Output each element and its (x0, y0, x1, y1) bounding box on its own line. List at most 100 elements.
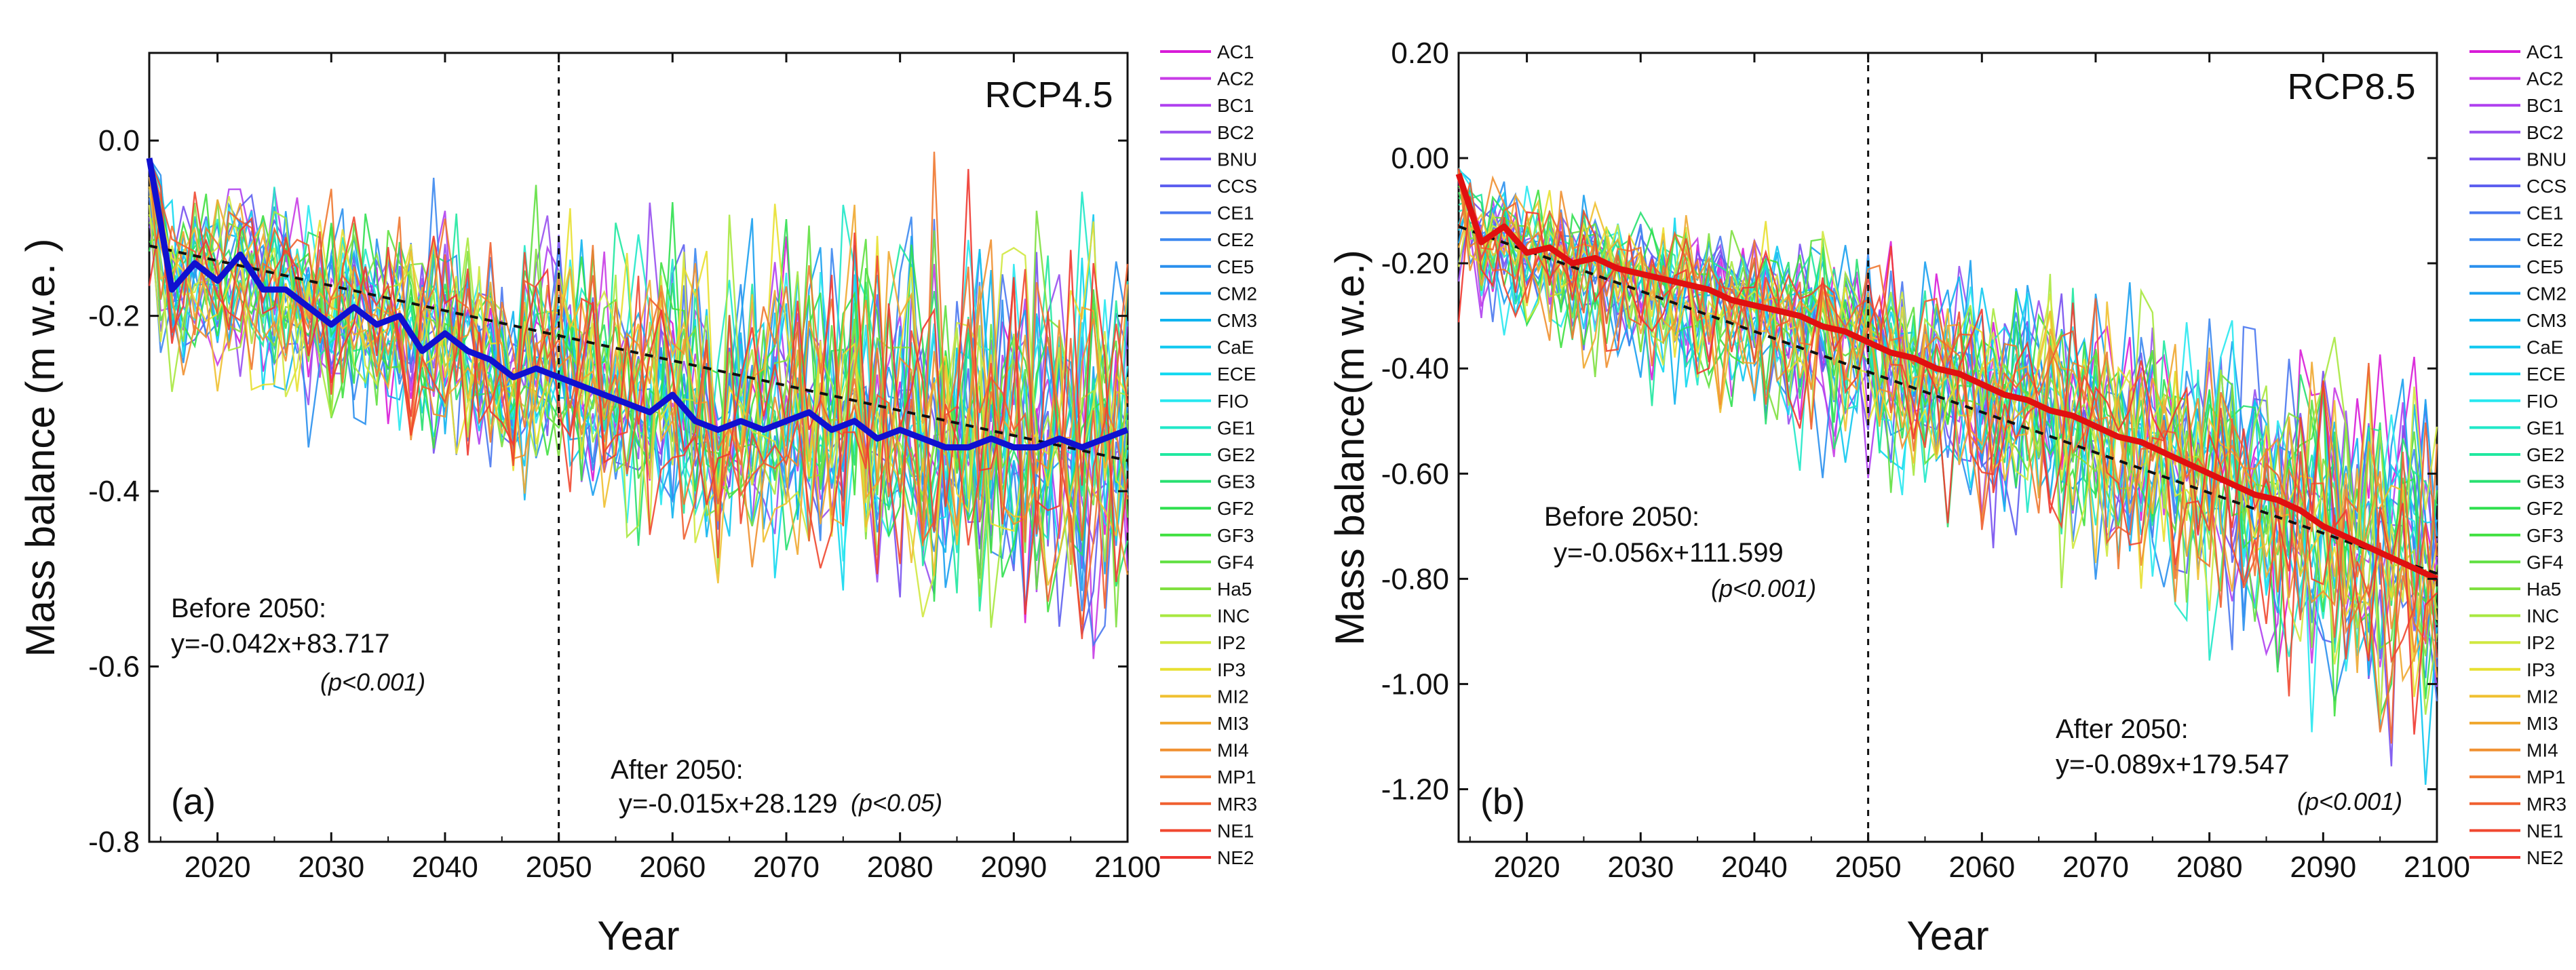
legend-label-gf3: GF3 (1217, 525, 1254, 546)
legend-label-gf4: GF4 (1217, 551, 1254, 573)
legend-label-mp1: MP1 (1217, 767, 1256, 788)
legend-label-ccs: CCS (1217, 176, 1257, 197)
legend-label-ccs: CCS (2526, 176, 2567, 197)
y-tick-label: -0.2 (88, 300, 140, 333)
legend-label-ne1: NE1 (1217, 820, 1254, 841)
legend-label-ac2: AC2 (2526, 69, 2563, 90)
legend-label-cae: CaE (1217, 337, 1254, 358)
legend-label-cm2: CM2 (1217, 283, 1257, 304)
model-series-ne1 (1457, 168, 2438, 697)
model-series-ge1 (148, 157, 1129, 554)
model-series-mi2 (1457, 171, 2438, 662)
legend-label-mi2: MI2 (2526, 686, 2558, 707)
legend-label-cm3: CM3 (1217, 310, 1257, 331)
x-tick-label: 2020 (185, 851, 251, 884)
legend-label-mi2: MI2 (1217, 686, 1249, 707)
legend-label-bnu: BNU (1217, 149, 1257, 170)
legend-label-ac2: AC2 (1217, 69, 1254, 90)
legend-label-ge3: GE3 (1217, 471, 1255, 492)
model-series-fio (148, 157, 1129, 562)
legend-label-cm2: CM2 (2526, 283, 2567, 304)
panel-b-legend: AC1 AC2 BC1 BC2 BNU CCS CE1 CE2 CE5 CM2 CM3 CaE ECE F… (2469, 41, 2567, 868)
legend-label-mi4: MI4 (1217, 740, 1249, 761)
legend-label-bnu: BNU (2526, 149, 2567, 170)
model-series-mi4 (1457, 170, 2438, 678)
legend-label-ce1: CE1 (2526, 203, 2563, 224)
legend-label-gf4: GF4 (2526, 551, 2563, 573)
legend-label-mr3: MR3 (2526, 794, 2567, 815)
panel-a-y-axis-label: Mass balance (m w.e. ) (18, 239, 63, 657)
y-tick-label: -0.20 (1381, 247, 1449, 280)
legend-label-fio: FIO (1217, 391, 1249, 412)
x-tick-label: 2080 (2176, 851, 2243, 884)
legend-label-gf3: GF3 (2526, 525, 2563, 546)
x-tick-label: 2090 (2290, 851, 2356, 884)
legend-label-fio: FIO (2526, 391, 2558, 412)
legend-label-inc: INC (2526, 606, 2559, 627)
legend-label-bc2: BC2 (1217, 122, 1254, 143)
x-tick-label: 2050 (1835, 851, 1902, 884)
panel-b: 2020 2030 2040 2050 2060 2070 2080 2090 2100 0.2… (1327, 37, 2470, 958)
panel-b-after-pvalue: (p<0.001) (2297, 788, 2402, 815)
legend-label-ne2: NE2 (1217, 847, 1254, 868)
legend-label-ge1: GE1 (2526, 417, 2564, 438)
panel-b-scenario-label: RCP8.5 (2287, 66, 2415, 107)
legend-label-mr3: MR3 (1217, 794, 1257, 815)
legend-label-ge2: GE2 (2526, 444, 2564, 465)
panel-a-before-equation: y=-0.042x+83.717 (171, 629, 389, 659)
legend-label-inc: INC (1217, 606, 1250, 627)
legend-label-ne1: NE1 (2526, 820, 2563, 841)
x-tick-label: 2080 (867, 851, 934, 884)
legend-label-ip3: IP3 (2526, 659, 2555, 680)
legend-label-gf2: GF2 (2526, 498, 2563, 519)
panel-b-after-equation: y=-0.089x+179.547 (2056, 750, 2290, 779)
y-tick-label: -0.40 (1381, 352, 1449, 385)
legend-label-gf2: GF2 (1217, 498, 1254, 519)
panel-a-after-pvalue: (p<0.05) (851, 789, 942, 817)
y-tick-label: -1.00 (1381, 667, 1449, 701)
x-tick-label: 2020 (1494, 851, 1560, 884)
x-tick-label: 2030 (298, 851, 364, 884)
panel-b-model-lines (1457, 168, 2438, 785)
panel-b-before-equation: y=-0.056x+111.599 (1554, 538, 1784, 568)
panel-b-label: (b) (1480, 781, 1525, 822)
x-tick-label: 2050 (526, 851, 592, 884)
panel-a-label: (a) (171, 781, 216, 822)
panel-b-before-title: Before 2050: (1544, 502, 1699, 532)
panel-a: 2020 2030 2040 2050 2060 2070 2080 2090 2100 0.0… (18, 52, 1161, 958)
legend-label-ha5: Ha5 (1217, 579, 1252, 600)
x-tick-label: 2070 (753, 851, 820, 884)
legend-label-ce2: CE2 (1217, 229, 1254, 250)
panel-a-legend: AC1 AC2 BC1 BC2 BNU CCS CE1 CE2 CE5 CM2 CM3 CaE ECE F… (1160, 41, 1257, 868)
y-tick-label: -0.4 (88, 475, 140, 508)
legend-label-ce5: CE5 (1217, 256, 1254, 277)
model-series-mr3 (1457, 182, 2438, 744)
x-tick-label: 2090 (980, 851, 1047, 884)
panel-a-scenario-label: RCP4.5 (984, 75, 1113, 115)
legend-label-mi3: MI3 (1217, 713, 1249, 734)
legend-label-ge3: GE3 (2526, 471, 2564, 492)
panel-b-after-title: After 2050: (2056, 714, 2189, 744)
model-series-ge3 (148, 158, 1129, 587)
model-series-inc (1457, 172, 2438, 715)
legend-label-mi4: MI4 (2526, 740, 2558, 761)
legend-label-mp1: MP1 (2526, 767, 2566, 788)
legend-label-ip2: IP2 (1217, 632, 1246, 653)
panel-a-trend-line (149, 244, 1128, 462)
panel-b-y-axis-label: Mass balance(m w.e.) (1327, 250, 1372, 646)
panel-a-before-pvalue: (p<0.001) (320, 668, 425, 696)
x-tick-label: 2040 (1721, 851, 1788, 884)
model-series-mi3 (1457, 193, 2438, 683)
panel-b-x-axis-label: Year (1906, 913, 1988, 958)
y-tick-label: -0.60 (1381, 457, 1449, 490)
x-tick-label: 2030 (1607, 851, 1674, 884)
legend-label-ge2: GE2 (1217, 444, 1255, 465)
x-tick-label: 2100 (2404, 851, 2470, 884)
y-tick-label: 0.00 (1391, 142, 1449, 175)
legend-label-ce1: CE1 (1217, 203, 1254, 224)
model-series-ne2 (148, 169, 1129, 615)
x-tick-label: 2040 (412, 851, 478, 884)
legend-label-ece: ECE (1217, 364, 1256, 385)
legend-label-bc2: BC2 (2526, 122, 2563, 143)
